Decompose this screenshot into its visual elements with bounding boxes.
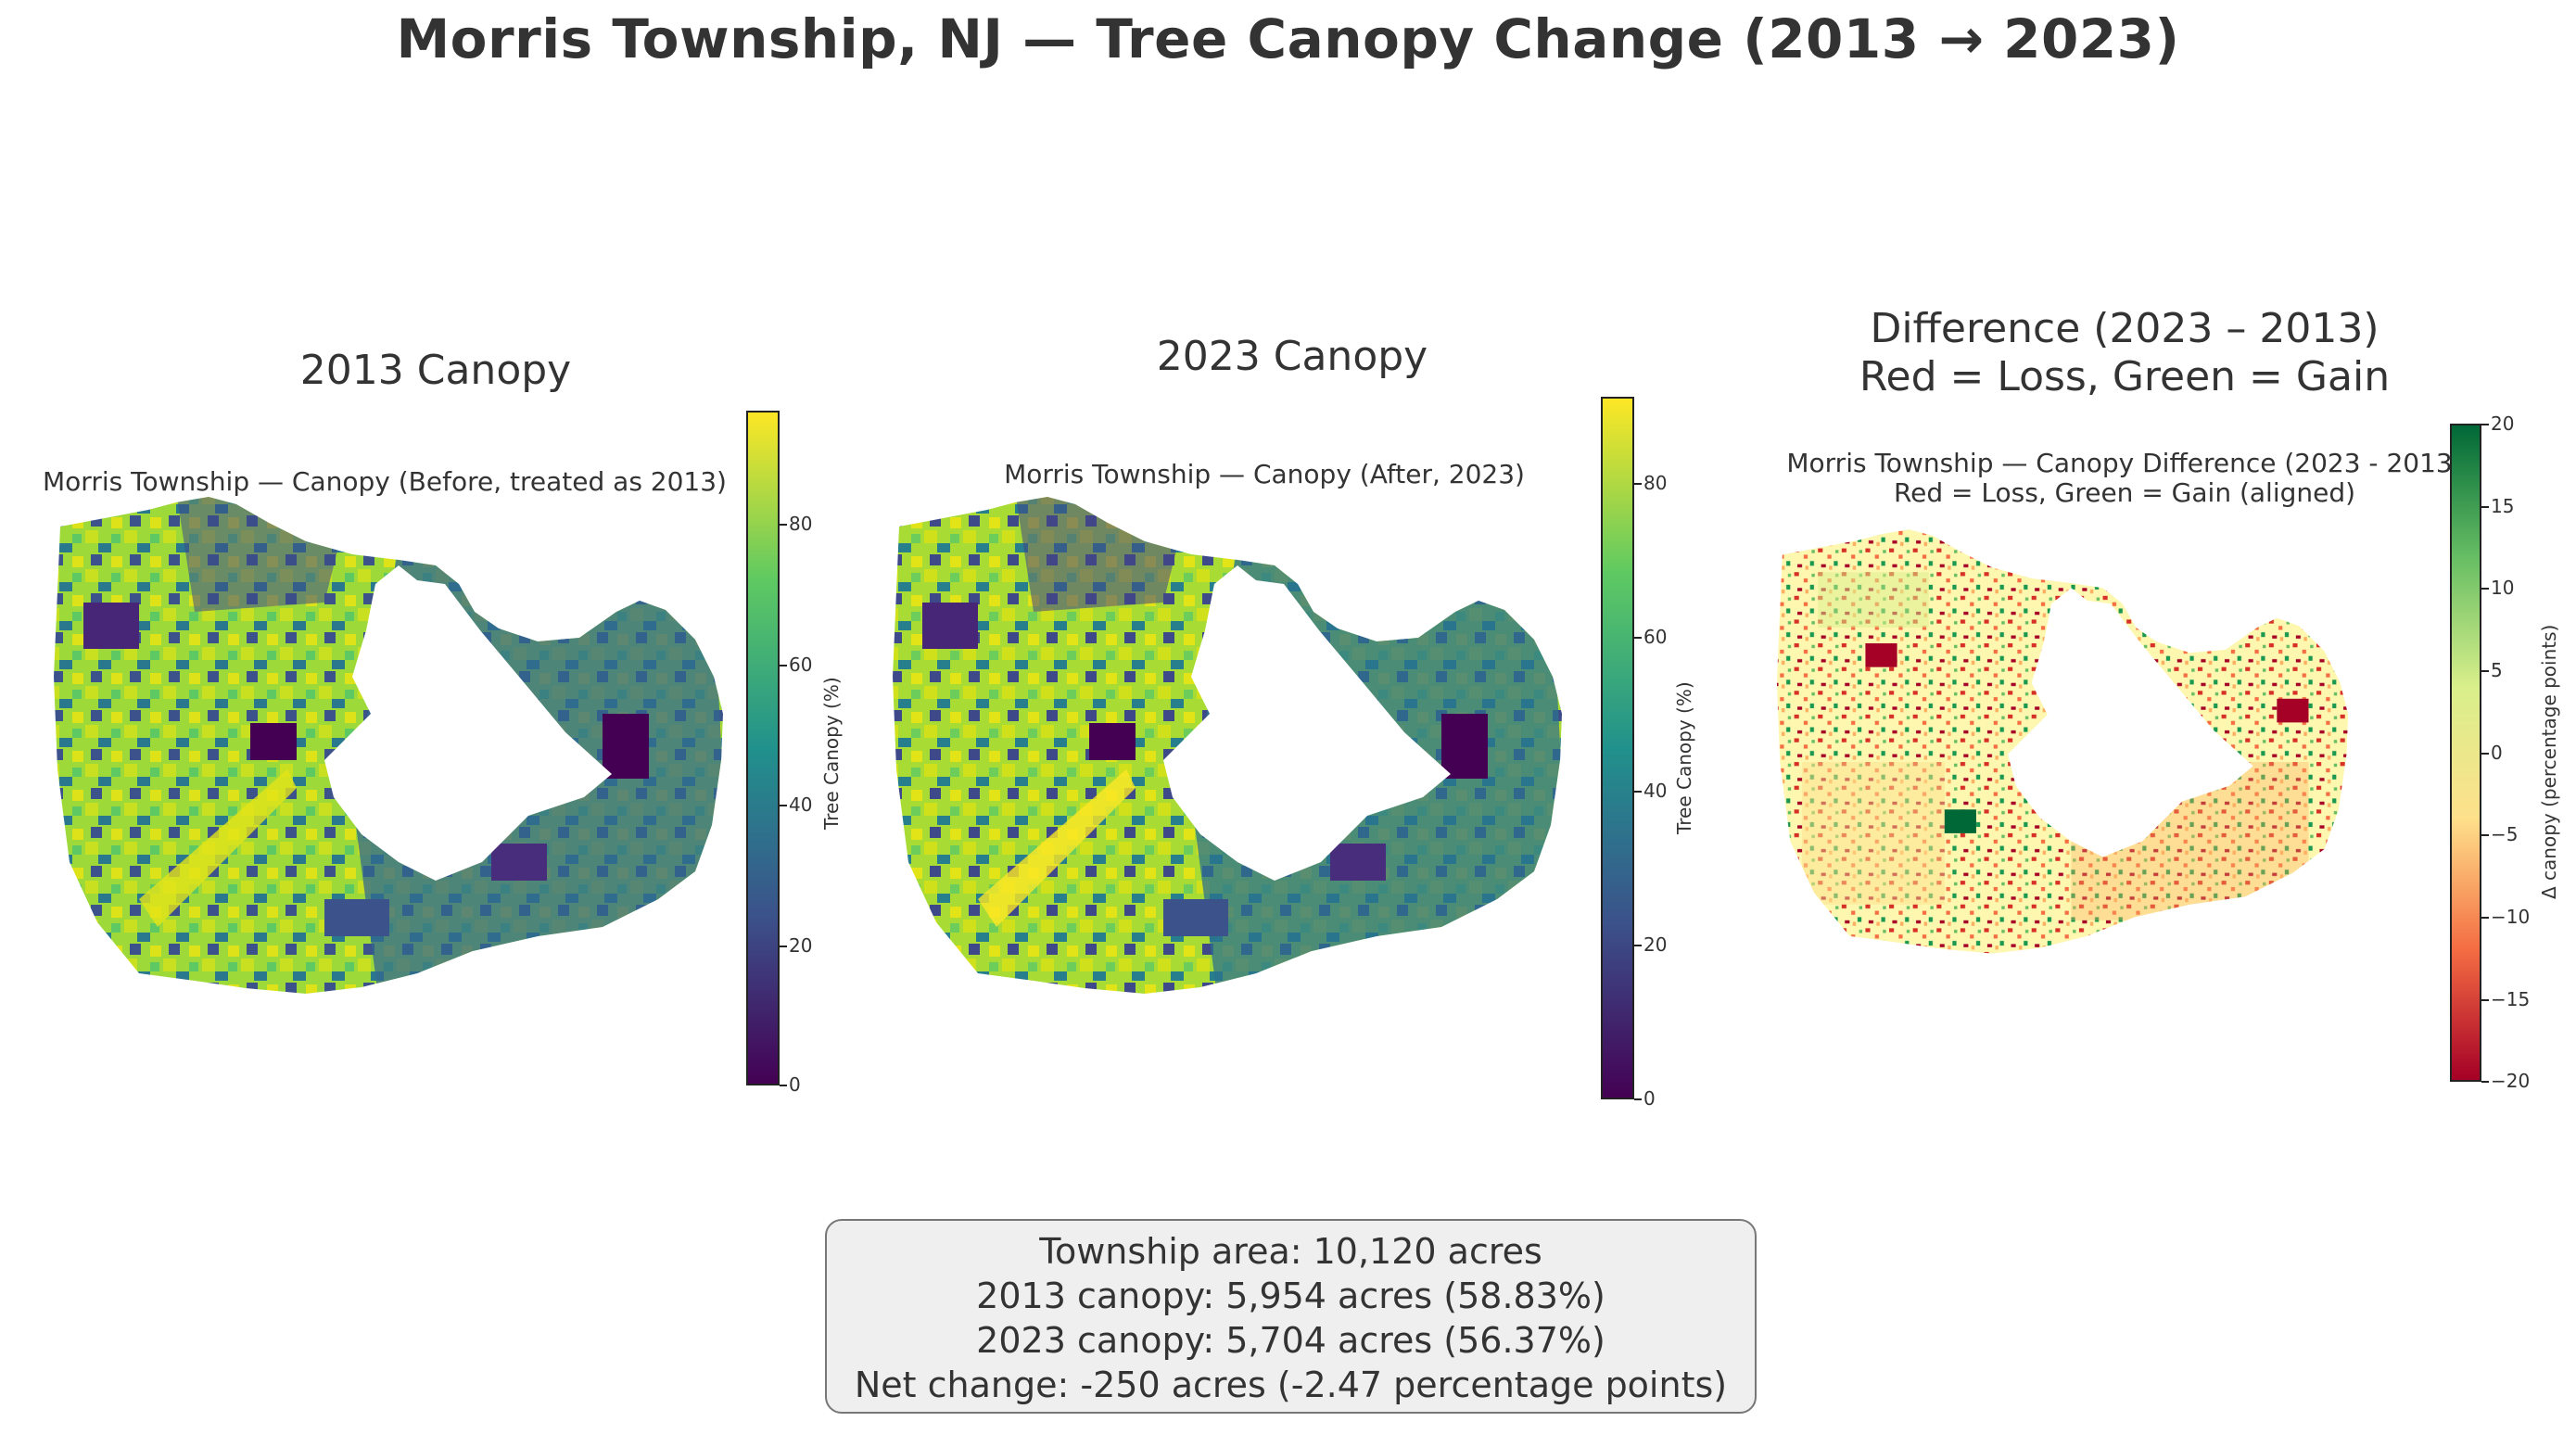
stats-2013-canopy: 2013 canopy: 5,954 acres (58.83%) xyxy=(976,1276,1605,1316)
colorbar-tick: 40 xyxy=(789,793,813,816)
colorbar-tick: 20 xyxy=(2491,413,2515,435)
panel-subtitle-2013: Morris Township — Canopy (Before, treate… xyxy=(43,466,727,497)
figure-title: Morris Township, NJ — Tree Canopy Change… xyxy=(396,7,2180,70)
colorbar-tick: 60 xyxy=(1643,626,1668,648)
stats-net-change: Net change: -250 acres (-2.47 percentage… xyxy=(854,1364,1728,1405)
panel-subtitle-2023: Morris Township — Canopy (After, 2023) xyxy=(1004,459,1525,489)
canopy-difference-map xyxy=(1776,529,2349,954)
colorbar-tick: 10 xyxy=(2491,577,2515,599)
colorbar-tick: 40 xyxy=(1643,780,1668,802)
canopy-map-2023 xyxy=(893,497,1562,994)
colorbar-tick: 5 xyxy=(2491,659,2503,681)
colorbar-tick: 60 xyxy=(789,654,813,676)
colorbar-2023 xyxy=(1601,397,1634,1099)
panel-title-2013: 2013 Canopy xyxy=(299,347,572,394)
panel-subtitle-difference-line2: Red = Loss, Green = Gain (aligned) xyxy=(1893,477,2356,508)
stats-township-area: Township area: 10,120 acres xyxy=(1039,1231,1542,1272)
colorbar-tick: 0 xyxy=(2491,742,2503,764)
colorbar-tick: 20 xyxy=(789,934,813,957)
stats-2023-canopy: 2023 canopy: 5,704 acres (56.37%) xyxy=(976,1320,1605,1361)
colorbar-label: Tree Canopy (%) xyxy=(820,677,843,830)
colorbar-2013 xyxy=(746,411,780,1085)
panel-subtitle-difference-line1: Morris Township — Canopy Difference (202… xyxy=(1786,448,2463,478)
canopy-map-2013 xyxy=(54,497,723,994)
colorbar-tick: 0 xyxy=(1643,1087,1656,1110)
colorbar-tick: −20 xyxy=(2491,1070,2531,1092)
colorbar-difference xyxy=(2450,424,2481,1082)
colorbar-tick: −5 xyxy=(2491,823,2519,845)
colorbar-tick: −15 xyxy=(2491,988,2531,1010)
colorbar-label: Δ canopy (percentage points) xyxy=(2538,624,2560,899)
colorbar-tick: 15 xyxy=(2491,495,2515,517)
colorbar-tick: 0 xyxy=(789,1073,801,1096)
colorbar-label: Tree Canopy (%) xyxy=(1673,681,1695,834)
colorbar-tick: −10 xyxy=(2491,906,2531,928)
panel-title-difference-line1: Difference (2023 – 2013) xyxy=(1870,305,2379,352)
colorbar-tick: 20 xyxy=(1643,933,1668,956)
summary-stats-box: Township area: 10,120 acres 2013 canopy:… xyxy=(825,1219,1757,1414)
colorbar-tick: 80 xyxy=(1643,472,1668,494)
panel-title-difference-line2: Red = Loss, Green = Gain xyxy=(1859,353,2391,400)
colorbar-tick: 80 xyxy=(789,513,813,535)
panel-title-2023: 2023 Canopy xyxy=(1156,333,1428,380)
